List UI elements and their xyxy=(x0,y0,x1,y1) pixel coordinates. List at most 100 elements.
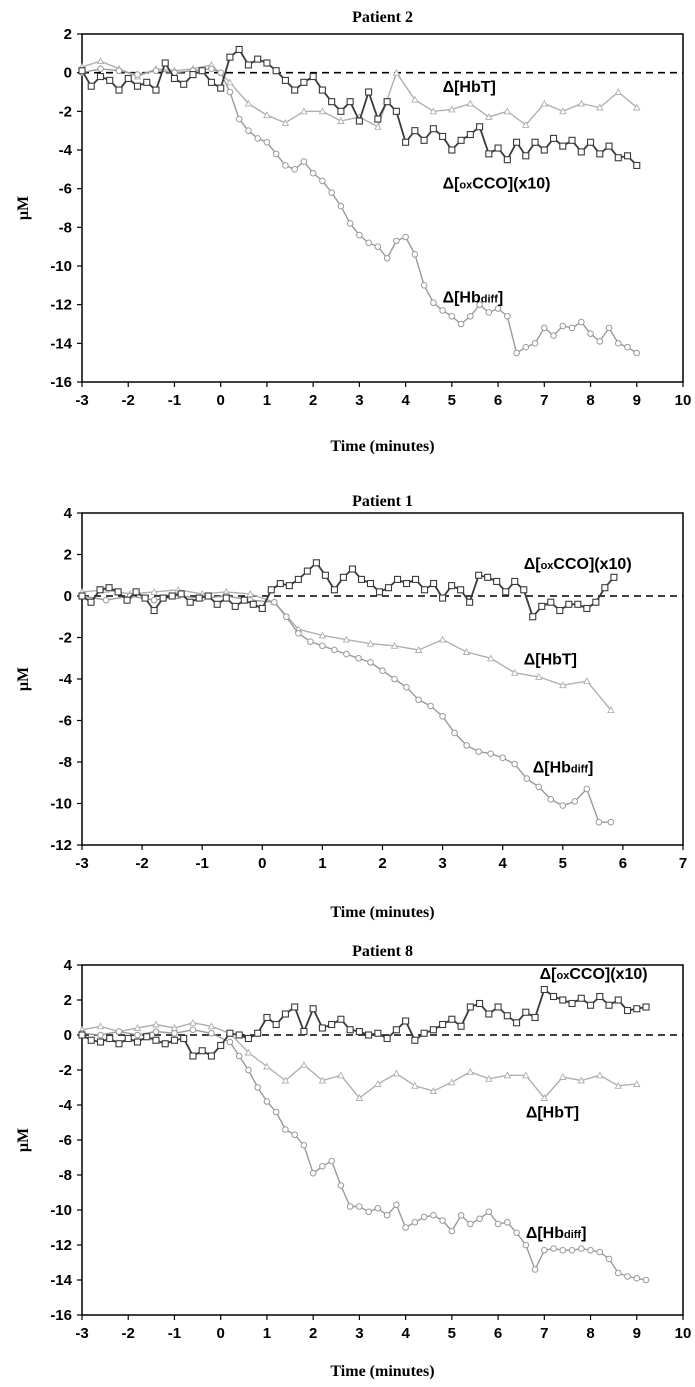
data-point xyxy=(374,243,382,250)
data-point xyxy=(485,1074,493,1082)
data-point xyxy=(587,330,594,337)
data-point xyxy=(337,107,345,115)
x-tick-label: 10 xyxy=(675,392,692,409)
data-point xyxy=(457,1211,465,1219)
data-point xyxy=(605,142,613,150)
data-point xyxy=(547,598,555,606)
series-annotation: Δ[oxCCO](x10) xyxy=(443,176,551,193)
data-point xyxy=(448,105,456,113)
x-tick-label: 4 xyxy=(401,392,410,409)
data-point xyxy=(318,86,326,94)
data-point xyxy=(245,1066,252,1074)
data-point xyxy=(374,115,382,123)
data-point xyxy=(254,55,262,63)
data-point xyxy=(383,98,391,106)
data-point xyxy=(114,588,122,596)
data-point xyxy=(383,1211,391,1219)
x-tick-label: 5 xyxy=(448,392,456,409)
data-point xyxy=(550,1245,557,1252)
data-point xyxy=(105,584,113,592)
x-tick-label: 4 xyxy=(401,1325,410,1342)
data-point xyxy=(328,1157,335,1165)
data-point xyxy=(503,1071,512,1079)
x-tick-label: 0 xyxy=(217,1325,225,1342)
y-tick-label: -4 xyxy=(59,142,73,159)
data-point xyxy=(346,1203,354,1210)
data-point xyxy=(300,1060,308,1068)
data-point xyxy=(366,639,375,647)
data-point xyxy=(300,1027,308,1036)
data-point xyxy=(411,127,419,135)
data-point xyxy=(392,68,401,76)
data-point xyxy=(276,579,284,588)
series-circle-2 xyxy=(78,592,615,826)
data-point xyxy=(503,107,512,115)
data-point xyxy=(614,340,622,347)
data-point xyxy=(503,156,511,164)
data-point xyxy=(337,1015,345,1023)
x-tick-label: 6 xyxy=(619,855,627,872)
data-point xyxy=(402,138,410,146)
y-tick-label: -4 xyxy=(59,671,73,688)
data-point xyxy=(540,1094,549,1101)
data-point xyxy=(412,575,420,583)
data-point xyxy=(263,1062,271,1070)
data-point xyxy=(510,668,519,676)
data-point xyxy=(240,596,248,604)
series-annotation: Δ[Hbdiff] xyxy=(533,759,594,776)
data-point xyxy=(208,1029,215,1037)
data-point xyxy=(246,589,255,597)
data-point xyxy=(339,573,347,581)
data-point xyxy=(231,602,239,610)
data-point xyxy=(487,750,494,758)
series-annotation: Δ[HbT] xyxy=(524,651,577,668)
series-square-0 xyxy=(78,559,618,621)
data-point xyxy=(150,587,158,595)
data-point xyxy=(87,1036,95,1044)
data-point xyxy=(522,152,530,160)
data-point xyxy=(96,586,104,594)
data-point xyxy=(559,322,567,330)
data-point xyxy=(451,729,458,737)
data-point xyxy=(374,122,382,130)
x-tick-label: 8 xyxy=(586,392,594,409)
data-point xyxy=(393,575,402,583)
annotation-subscript: diff xyxy=(564,1229,581,1241)
data-point xyxy=(596,992,604,1001)
data-point xyxy=(577,148,585,156)
data-point xyxy=(568,999,576,1008)
data-point xyxy=(485,1208,493,1216)
data-point xyxy=(522,1071,530,1079)
data-point xyxy=(263,111,271,119)
data-point xyxy=(133,82,142,90)
data-point xyxy=(294,575,302,583)
data-point xyxy=(623,152,632,160)
data-point xyxy=(96,1022,105,1030)
x-axis-label: Time (minutes) xyxy=(330,438,434,455)
series-annotation: Δ[oxCCO](x10) xyxy=(524,556,632,573)
data-point xyxy=(466,99,475,107)
data-point xyxy=(577,1076,586,1084)
data-point xyxy=(348,565,357,573)
data-point xyxy=(309,1169,317,1177)
data-point xyxy=(161,59,169,67)
data-point xyxy=(430,1211,437,1219)
data-point xyxy=(540,985,548,994)
x-tick-label: -3 xyxy=(75,855,88,872)
data-point xyxy=(411,1218,419,1226)
data-point xyxy=(365,88,373,96)
data-point xyxy=(420,136,428,144)
data-point xyxy=(596,1071,604,1079)
data-point xyxy=(392,1026,400,1034)
series-square-0 xyxy=(78,45,641,170)
data-point xyxy=(258,604,266,613)
data-point xyxy=(343,650,350,658)
data-point xyxy=(312,559,320,567)
chart-title: Patient 1 xyxy=(352,493,413,510)
data-point xyxy=(263,59,271,67)
data-point xyxy=(623,1006,632,1015)
data-point xyxy=(577,318,585,326)
data-point xyxy=(559,1073,567,1080)
data-point xyxy=(367,659,374,666)
